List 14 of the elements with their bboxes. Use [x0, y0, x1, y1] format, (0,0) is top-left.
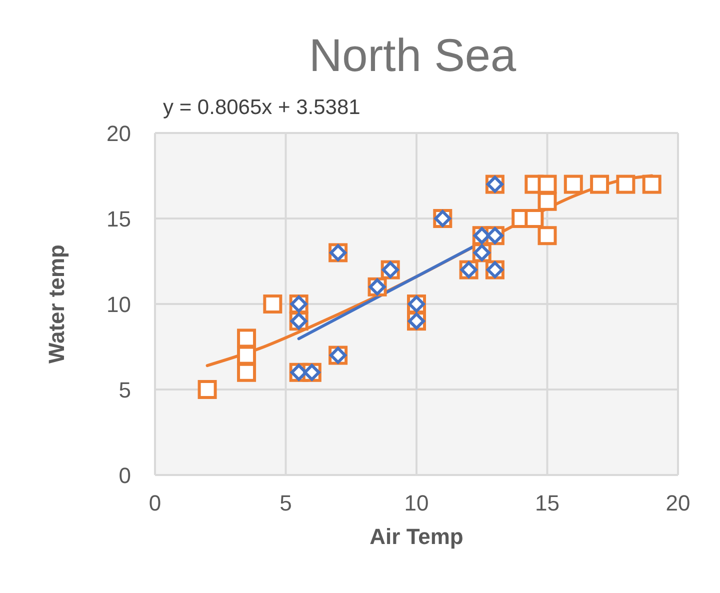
y-tick-label: 10	[106, 292, 131, 317]
y-tick-label: 0	[118, 462, 131, 488]
text: y = 0.8065x + 3.5381	[163, 96, 360, 120]
y-tick-label: 20	[106, 120, 131, 146]
x-tick-label: 15	[535, 490, 560, 516]
y-tick-label: 15	[106, 206, 131, 232]
y-axis-title: Water temp	[44, 244, 69, 364]
x-tick-label: 20	[666, 490, 690, 516]
x-axis-title: Air Temp	[370, 524, 464, 549]
x-tick-label: 10	[404, 490, 429, 516]
x-tick-label: 0	[148, 490, 162, 516]
y-tick-label: 5	[118, 377, 131, 402]
x-tick-label: 5	[280, 490, 292, 516]
chart-title: North Sea	[308, 28, 518, 82]
